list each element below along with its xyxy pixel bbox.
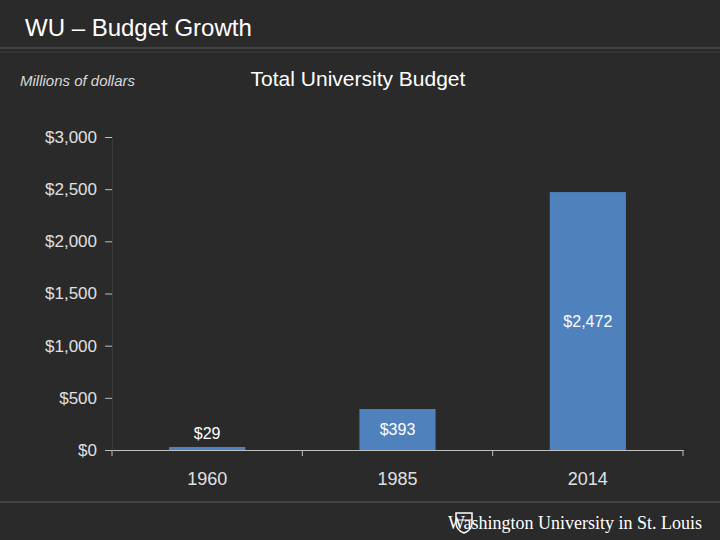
footer-rule [0, 502, 720, 503]
y-tick-label: $0 [78, 441, 97, 460]
y-tick-mark [105, 450, 112, 451]
y-tick-mark [105, 294, 112, 295]
y-tick-label: $3,000 [45, 128, 97, 147]
slide-heading: WU – Budget Growth [25, 14, 252, 41]
x-tick-label: 1985 [377, 469, 417, 489]
y-tick-mark [105, 346, 112, 347]
chart-title: Total University Budget [251, 67, 466, 90]
y-tick: $3,000 [45, 128, 112, 147]
bar [359, 409, 435, 450]
y-tick-label: $1,000 [45, 337, 97, 356]
y-tick: $2,500 [45, 180, 112, 199]
y-tick: $0 [78, 441, 112, 460]
slide: WU – Budget Growth Millions of dollars Tot… [0, 0, 720, 540]
category-separator [683, 450, 684, 456]
y-tick: $2,000 [45, 232, 112, 251]
category-separator [492, 450, 493, 456]
y-tick-label: $1,500 [45, 284, 97, 303]
y-tick: $1,500 [45, 284, 112, 303]
y-tick-mark [105, 137, 112, 138]
y-tick-label: $2,000 [45, 232, 97, 251]
x-tick: 1960 [187, 469, 227, 489]
y-axis: $0 $500 $1,000 $1,500 $2,000 $2,500 $3,000 [45, 128, 113, 460]
y-tick-label: $2,500 [45, 180, 97, 199]
y-tick: $500 [59, 389, 112, 408]
category-separator [112, 450, 113, 456]
category-separators [112, 450, 683, 456]
x-tick-label: 1960 [187, 469, 227, 489]
x-axis: 1960 1985 2014 [113, 451, 684, 489]
y-tick: $1,000 [45, 337, 112, 356]
background [0, 0, 720, 540]
heading-rule [0, 52, 720, 53]
y-tick-mark [105, 398, 112, 399]
y-axis-label: Millions of dollars [20, 72, 136, 89]
x-tick-label: 2014 [568, 469, 608, 489]
data-label: $29 [194, 425, 221, 442]
x-axis-line [113, 450, 684, 451]
heading-rule [0, 48, 720, 49]
footer-text: Washington University in St. Louis [448, 513, 702, 533]
category-separator [302, 450, 303, 456]
y-tick-label: $500 [59, 389, 97, 408]
bar [169, 447, 245, 450]
bar [550, 192, 626, 450]
data-label: $393 [380, 421, 416, 438]
x-tick: 2014 [568, 469, 608, 489]
data-label: $2,472 [563, 313, 612, 330]
y-axis-line [105, 138, 113, 451]
y-tick-mark [105, 189, 112, 190]
bars [169, 192, 626, 450]
data-labels: $29 $393 $2,472 [194, 313, 613, 442]
x-tick: 1985 [377, 469, 417, 489]
y-tick-mark [105, 241, 112, 242]
